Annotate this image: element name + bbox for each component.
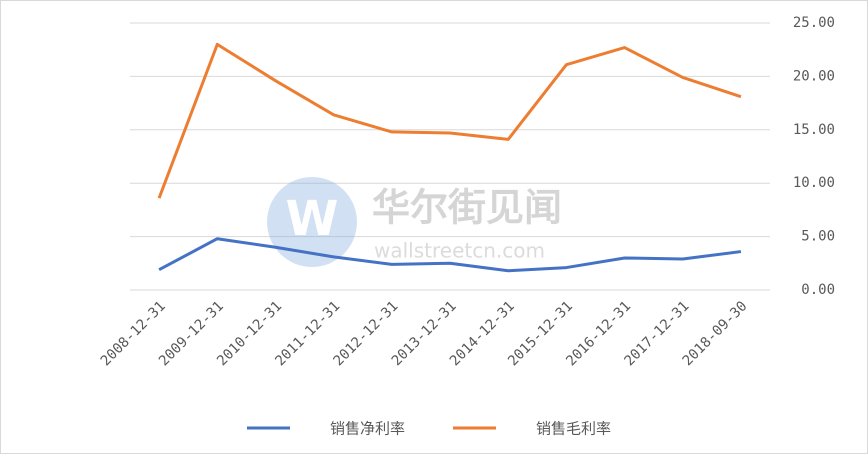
legend-label: 销售毛利率 [536, 420, 611, 438]
watermark-logo-letter: W [286, 191, 339, 247]
y-tick-label: 10.00 [793, 175, 835, 191]
watermark-title: 华尔街见闻 [372, 186, 562, 230]
watermark-logo [267, 177, 357, 267]
series-line [158, 237, 742, 273]
y-tick-label: 20.00 [793, 68, 835, 84]
y-tick-label: 0.00 [801, 282, 835, 298]
legend-label: 销售净利率 [330, 420, 405, 438]
y-tick-label: 25.00 [793, 15, 835, 31]
watermark: W 华尔街见闻 wallstreetcn.com [267, 177, 562, 267]
y-tick-label: 5.00 [801, 229, 835, 245]
watermark-url: wallstreetcn.com [374, 239, 545, 263]
grid [130, 22, 770, 291]
y-tick-label: 15.00 [793, 122, 835, 138]
series-line [157, 42, 742, 199]
